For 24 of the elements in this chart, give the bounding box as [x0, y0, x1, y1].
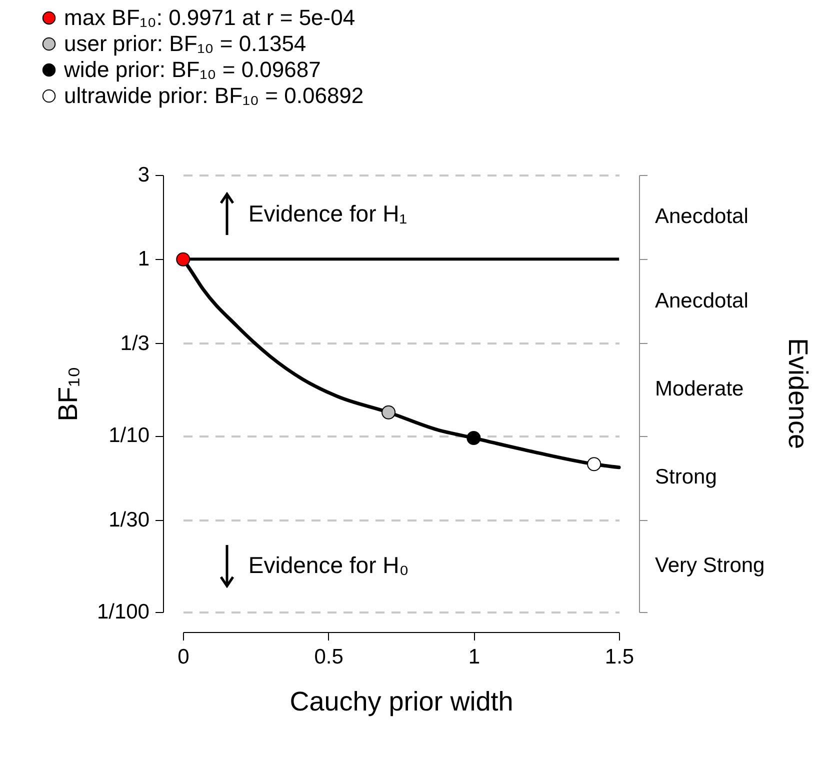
text: Anecdotal — [655, 289, 748, 312]
legend-label: max BF₁₀: 0.9971 at r = 5e-04 — [64, 5, 356, 30]
y-axis-title: BF₁₀ — [52, 366, 83, 422]
x-tick-label: 1.5 — [604, 646, 634, 668]
text: Anecdotal — [655, 205, 748, 228]
text: Strong — [655, 466, 717, 489]
legend-label: ultrawide prior: BF₁₀ = 0.06892 — [64, 83, 364, 108]
text: Moderate — [655, 377, 744, 400]
legend-label: wide prior: BF₁₀ = 0.09687 — [63, 57, 321, 82]
y-tick-label: 1/100 — [96, 600, 150, 624]
annotation: Evidence for H₀ — [248, 552, 409, 578]
y-tick-label: 1/30 — [108, 508, 150, 532]
y-tick-label: 1/3 — [120, 332, 150, 355]
y-tick-label: 1/10 — [108, 424, 150, 448]
y-tick-label: 1 — [138, 248, 150, 271]
x-tick-label: 0 — [178, 646, 190, 668]
x-tick-label: 1 — [468, 646, 480, 668]
x-axis-title: Cauchy prior width — [290, 686, 514, 716]
legend-label: user prior: BF₁₀ = 0.1354 — [64, 31, 306, 56]
annotation: Evidence for H₁ — [248, 200, 408, 226]
y-tick-label: 3 — [138, 164, 150, 186]
x-tick-label: 0.5 — [314, 646, 344, 668]
text: Very Strong — [655, 554, 765, 577]
text: Evidence — [783, 338, 813, 450]
